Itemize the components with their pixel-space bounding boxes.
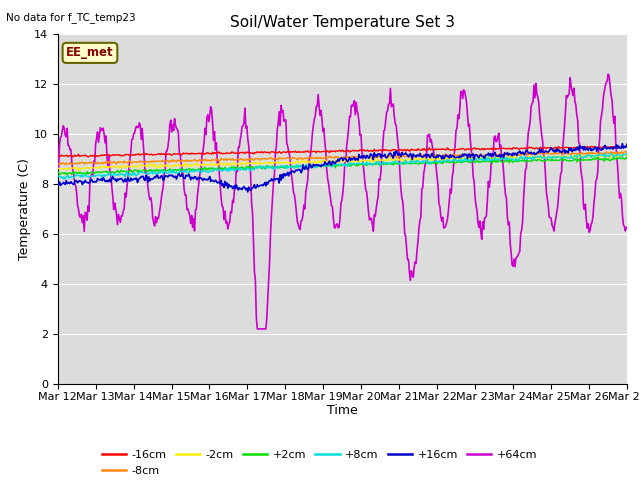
Text: No data for f_TC_temp23: No data for f_TC_temp23: [6, 12, 136, 23]
Text: EE_met: EE_met: [66, 47, 114, 60]
Y-axis label: Temperature (C): Temperature (C): [18, 158, 31, 260]
X-axis label: Time: Time: [327, 405, 358, 418]
Title: Soil/Water Temperature Set 3: Soil/Water Temperature Set 3: [230, 15, 455, 30]
Legend: -16cm, -8cm, -2cm, +2cm, +8cm, +16cm, +64cm: -16cm, -8cm, -2cm, +2cm, +8cm, +16cm, +6…: [97, 445, 542, 480]
